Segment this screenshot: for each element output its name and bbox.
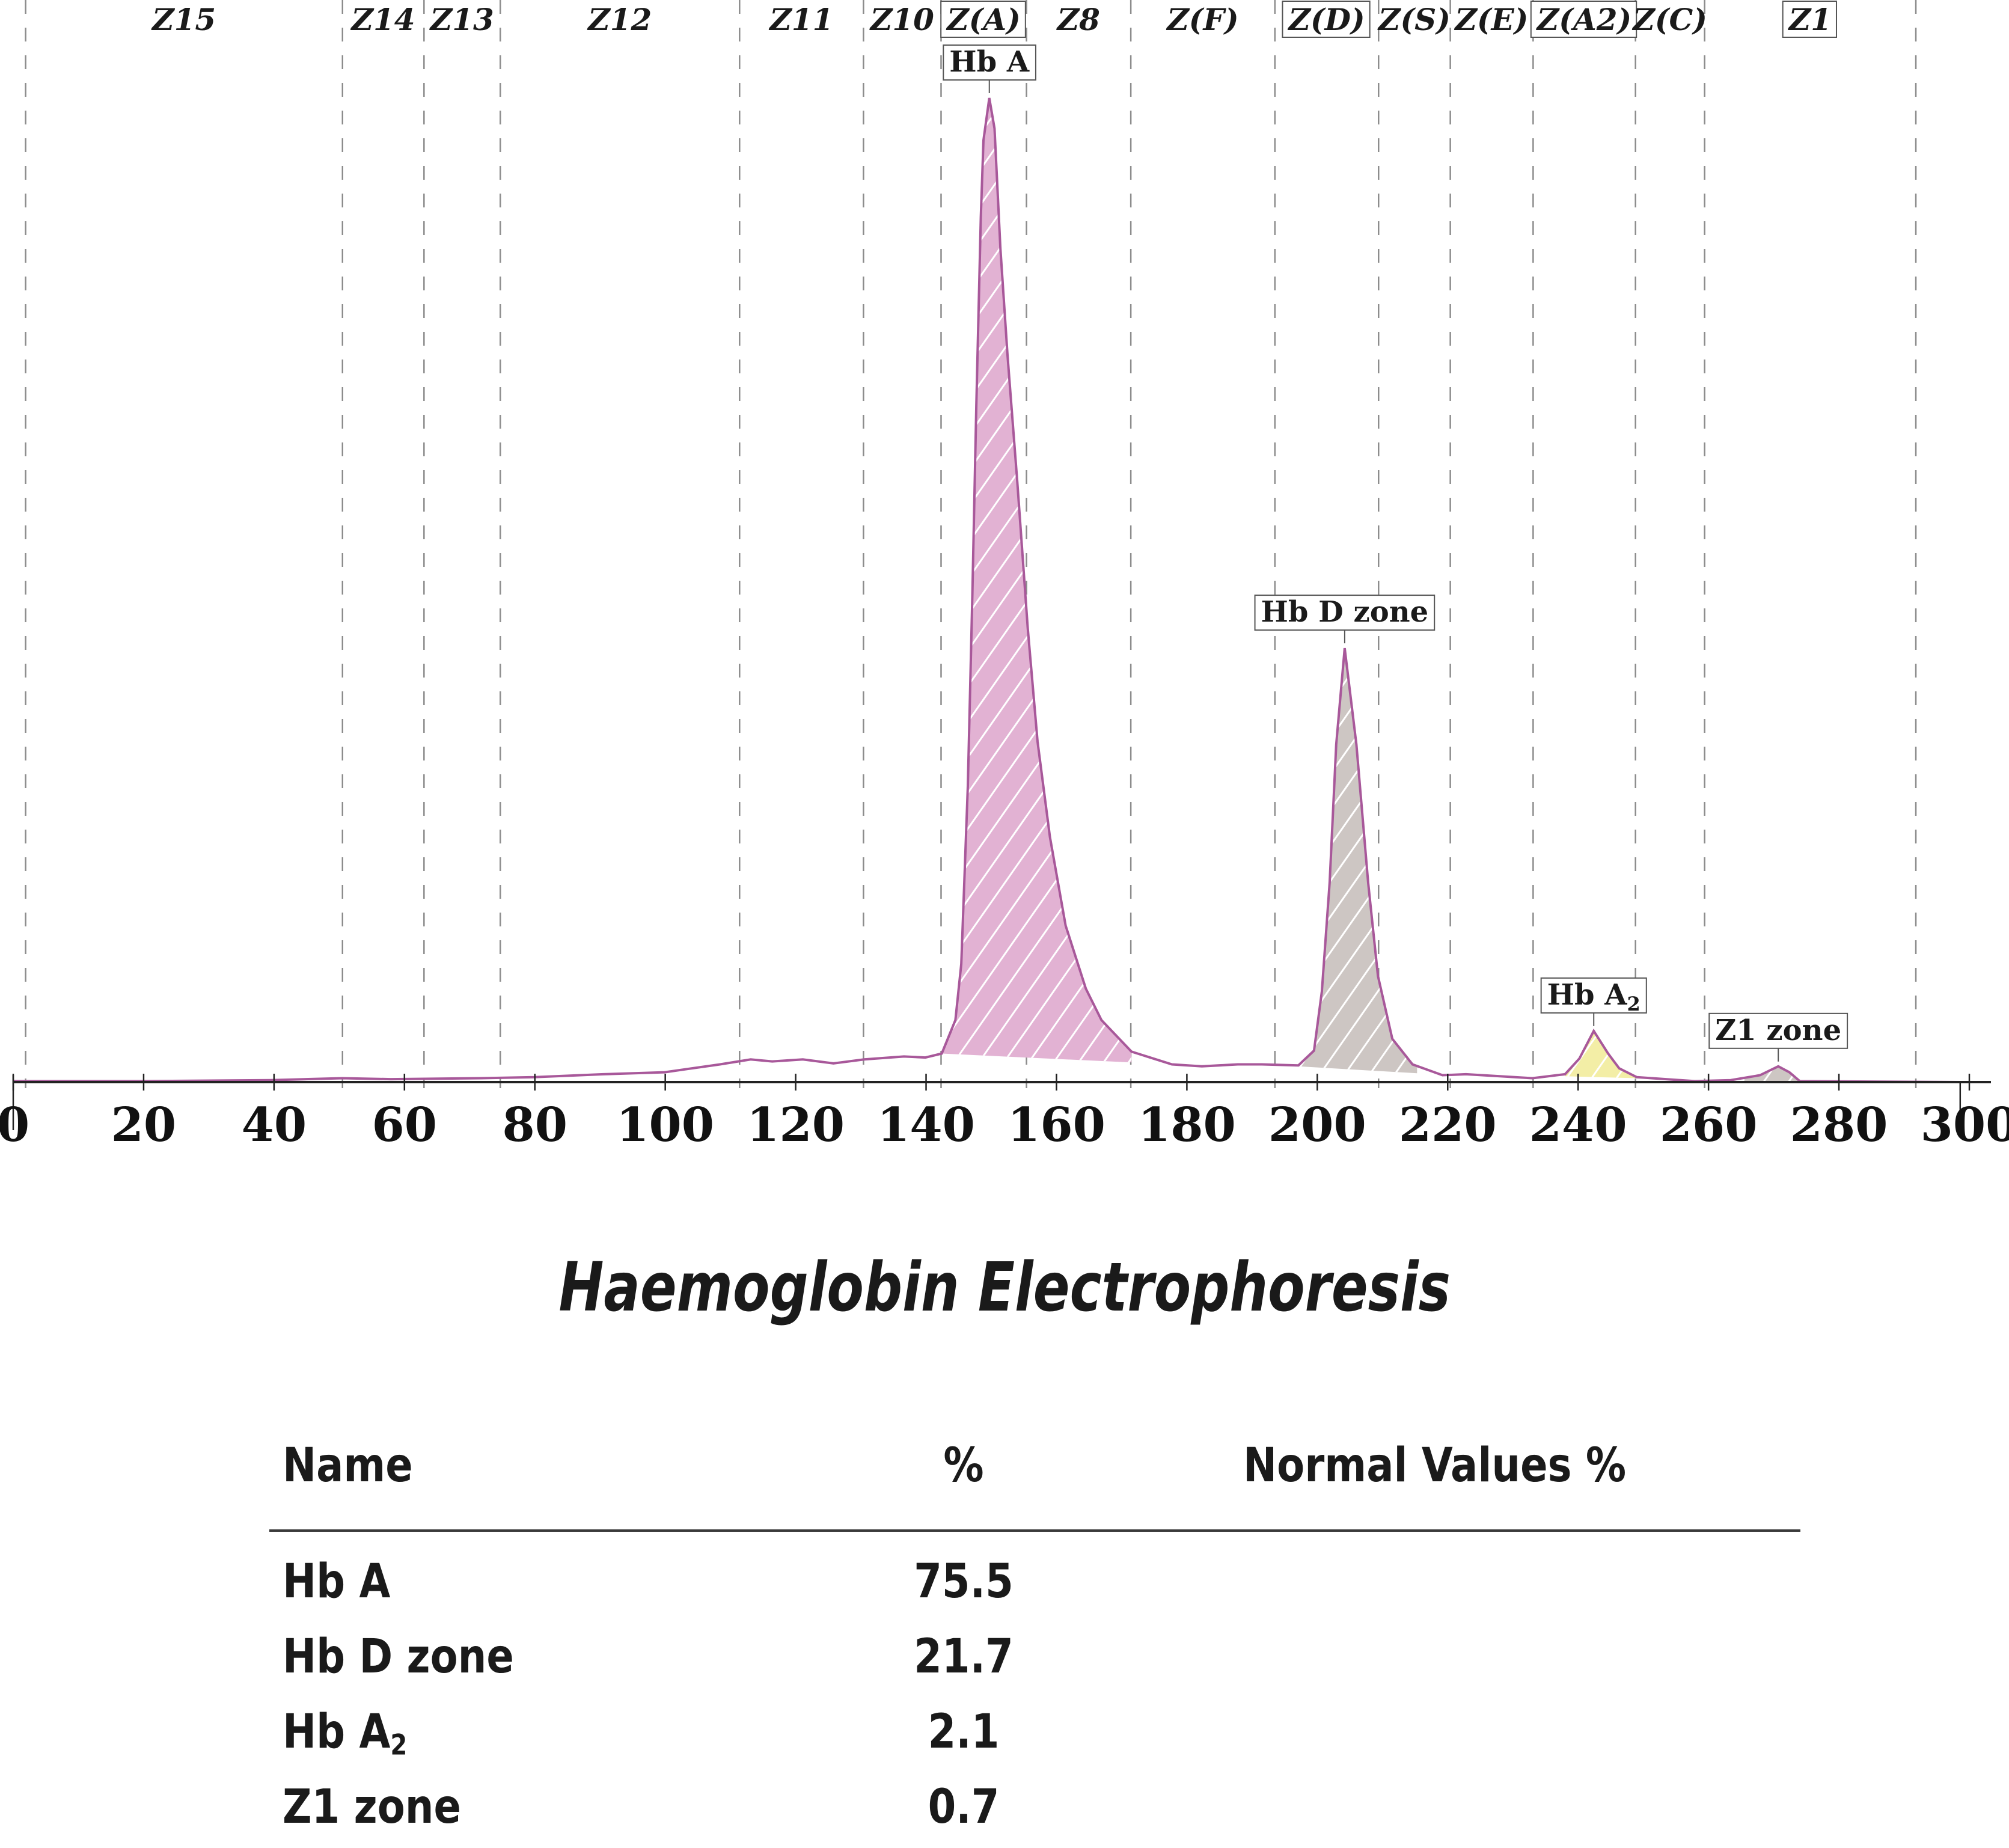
peak-label-box xyxy=(1708,1012,1848,1049)
peak-label-text: Hb A2 xyxy=(1547,978,1641,1015)
peak-hatch-z1-zone xyxy=(1744,1066,1800,1082)
zone-label-za: Z(A) xyxy=(940,1,1026,38)
chart-title-text: Haemoglobin Electrophoresis xyxy=(558,1249,1451,1327)
zone-label-text: Z(S) xyxy=(1377,2,1451,37)
x-tick-label: 160 xyxy=(1008,1098,1105,1152)
zone-label-z8: Z8 xyxy=(1056,2,1100,37)
peak-labels: Hb A Hb D zone Hb A2 Z1 zone xyxy=(943,44,1848,1062)
x-tick-label: 20 xyxy=(111,1098,177,1152)
peak-label-box xyxy=(1254,595,1436,631)
peak-label-text: Hb A xyxy=(949,45,1030,79)
peak-hatch-hb-d-zone xyxy=(1298,648,1417,1074)
electrophoresis-chart: Z15 Z14 Z13 Z12 Z11 Z10 Z(A) Z8 Z(F) Z(D) Z(S) Z(E)… xyxy=(0,0,2009,1152)
row-name: Hb A xyxy=(283,1555,391,1609)
x-tick-label: 120 xyxy=(747,1098,845,1152)
row-name: Hb A2 xyxy=(283,1705,408,1762)
zone-label-z13: Z13 xyxy=(429,2,494,37)
header-percent: % xyxy=(943,1439,984,1493)
zone-label-za2: Z(A2) xyxy=(1530,1,1637,38)
zone-label-text: Z13 xyxy=(429,2,494,37)
x-tick-label: 280 xyxy=(1790,1098,1888,1152)
peak-hatch-hb-a2 xyxy=(1565,1030,1637,1079)
zone-label-text: Z(F) xyxy=(1166,2,1238,37)
zone-label-z1: Z1 xyxy=(1782,1,1837,38)
x-tick-label: 140 xyxy=(877,1098,975,1152)
x-tick-label: 300 xyxy=(1921,1098,2009,1152)
zone-label-text: Z(A) xyxy=(946,2,1021,37)
zone-label-z10: Z10 xyxy=(869,2,934,37)
zone-label-z11: Z11 xyxy=(768,2,833,37)
peak-label-hb-a2: Hb A2 xyxy=(1540,977,1647,1026)
zone-label-box xyxy=(1782,1,1837,38)
zone-label-box xyxy=(940,1,1026,38)
peak-label-hb-a: Hb A xyxy=(943,44,1036,93)
peak-label-z1-zone: Z1 zone xyxy=(1708,1012,1848,1062)
peak-label-box xyxy=(943,44,1036,81)
zone-label-box xyxy=(1282,1,1371,38)
zone-label-z15: Z15 xyxy=(151,2,216,37)
x-tick-label: 40 xyxy=(242,1098,307,1152)
zone-label-zf: Z(F) xyxy=(1166,2,1238,37)
row-percent: 21.7 xyxy=(914,1630,1014,1684)
zone-label-text: Z(A2) xyxy=(1536,2,1631,37)
zone-labels: Z15 Z14 Z13 Z12 Z11 Z10 Z(A) Z8 Z(F) Z(D) Z(S) Z(E)… xyxy=(151,1,1837,38)
zone-label-text: Z(E) xyxy=(1454,2,1529,37)
table-header-rule xyxy=(269,1529,1800,1532)
x-tick-label: 260 xyxy=(1660,1098,1758,1152)
peak-label-subscript: 2 xyxy=(1627,993,1641,1015)
zone-label-text: Z8 xyxy=(1056,2,1100,37)
chart-title: Haemoglobin Electrophoresis xyxy=(0,1252,2009,1324)
row-name: Hb D zone xyxy=(283,1630,514,1684)
zone-label-zc: Z(C) xyxy=(1631,2,1707,37)
zone-label-box xyxy=(1530,1,1637,38)
header-normal-values: Normal Values % xyxy=(1243,1439,1627,1493)
zone-label-text: Z15 xyxy=(151,2,216,37)
x-tick-label: 60 xyxy=(372,1098,438,1152)
x-tick-label: 200 xyxy=(1268,1098,1366,1152)
zone-label-z12: Z12 xyxy=(587,2,652,37)
peak-hatch-hb-a xyxy=(941,98,1132,1063)
x-tick-label: 80 xyxy=(502,1098,567,1152)
x-tick-label: 100 xyxy=(616,1098,714,1152)
row-percent: 0.7 xyxy=(928,1780,1000,1834)
zone-label-text: Z12 xyxy=(587,2,652,37)
zone-label-text: Z14 xyxy=(350,2,415,37)
zone-label-ze: Z(E) xyxy=(1454,2,1529,37)
zone-label-text: Z(D) xyxy=(1287,2,1365,37)
zone-label-text: Z1 xyxy=(1788,2,1832,37)
zone-label-text: Z10 xyxy=(869,2,934,37)
x-tick-label: 240 xyxy=(1529,1098,1627,1152)
x-tick-label: 180 xyxy=(1138,1098,1236,1152)
zone-label-text: Z11 xyxy=(768,2,833,37)
row-percent: 2.1 xyxy=(928,1705,1000,1759)
peak-label-hb-d-zone: Hb D zone xyxy=(1254,595,1436,644)
row-name: Z1 zone xyxy=(283,1780,462,1834)
x-tick-label: 0 xyxy=(0,1098,29,1152)
header-name: Name xyxy=(283,1439,413,1493)
peak-label-text: Z1 zone xyxy=(1715,1014,1841,1047)
zone-label-zs: Z(S) xyxy=(1377,2,1451,37)
zone-label-z14: Z14 xyxy=(350,2,415,37)
zone-label-text: Z(C) xyxy=(1631,2,1707,37)
zone-label-zd: Z(D) xyxy=(1282,1,1371,38)
row-percent: 75.5 xyxy=(914,1555,1014,1609)
electropherogram-trace xyxy=(13,97,1960,1083)
peak-label-text: Hb D zone xyxy=(1261,595,1429,629)
x-axis: 0 20 40 60 80 100 120 140 160 180 200 220 240 260 280 3… xyxy=(0,1074,2009,1152)
peak-fills xyxy=(941,98,1800,1082)
x-tick-label: 220 xyxy=(1399,1098,1497,1152)
